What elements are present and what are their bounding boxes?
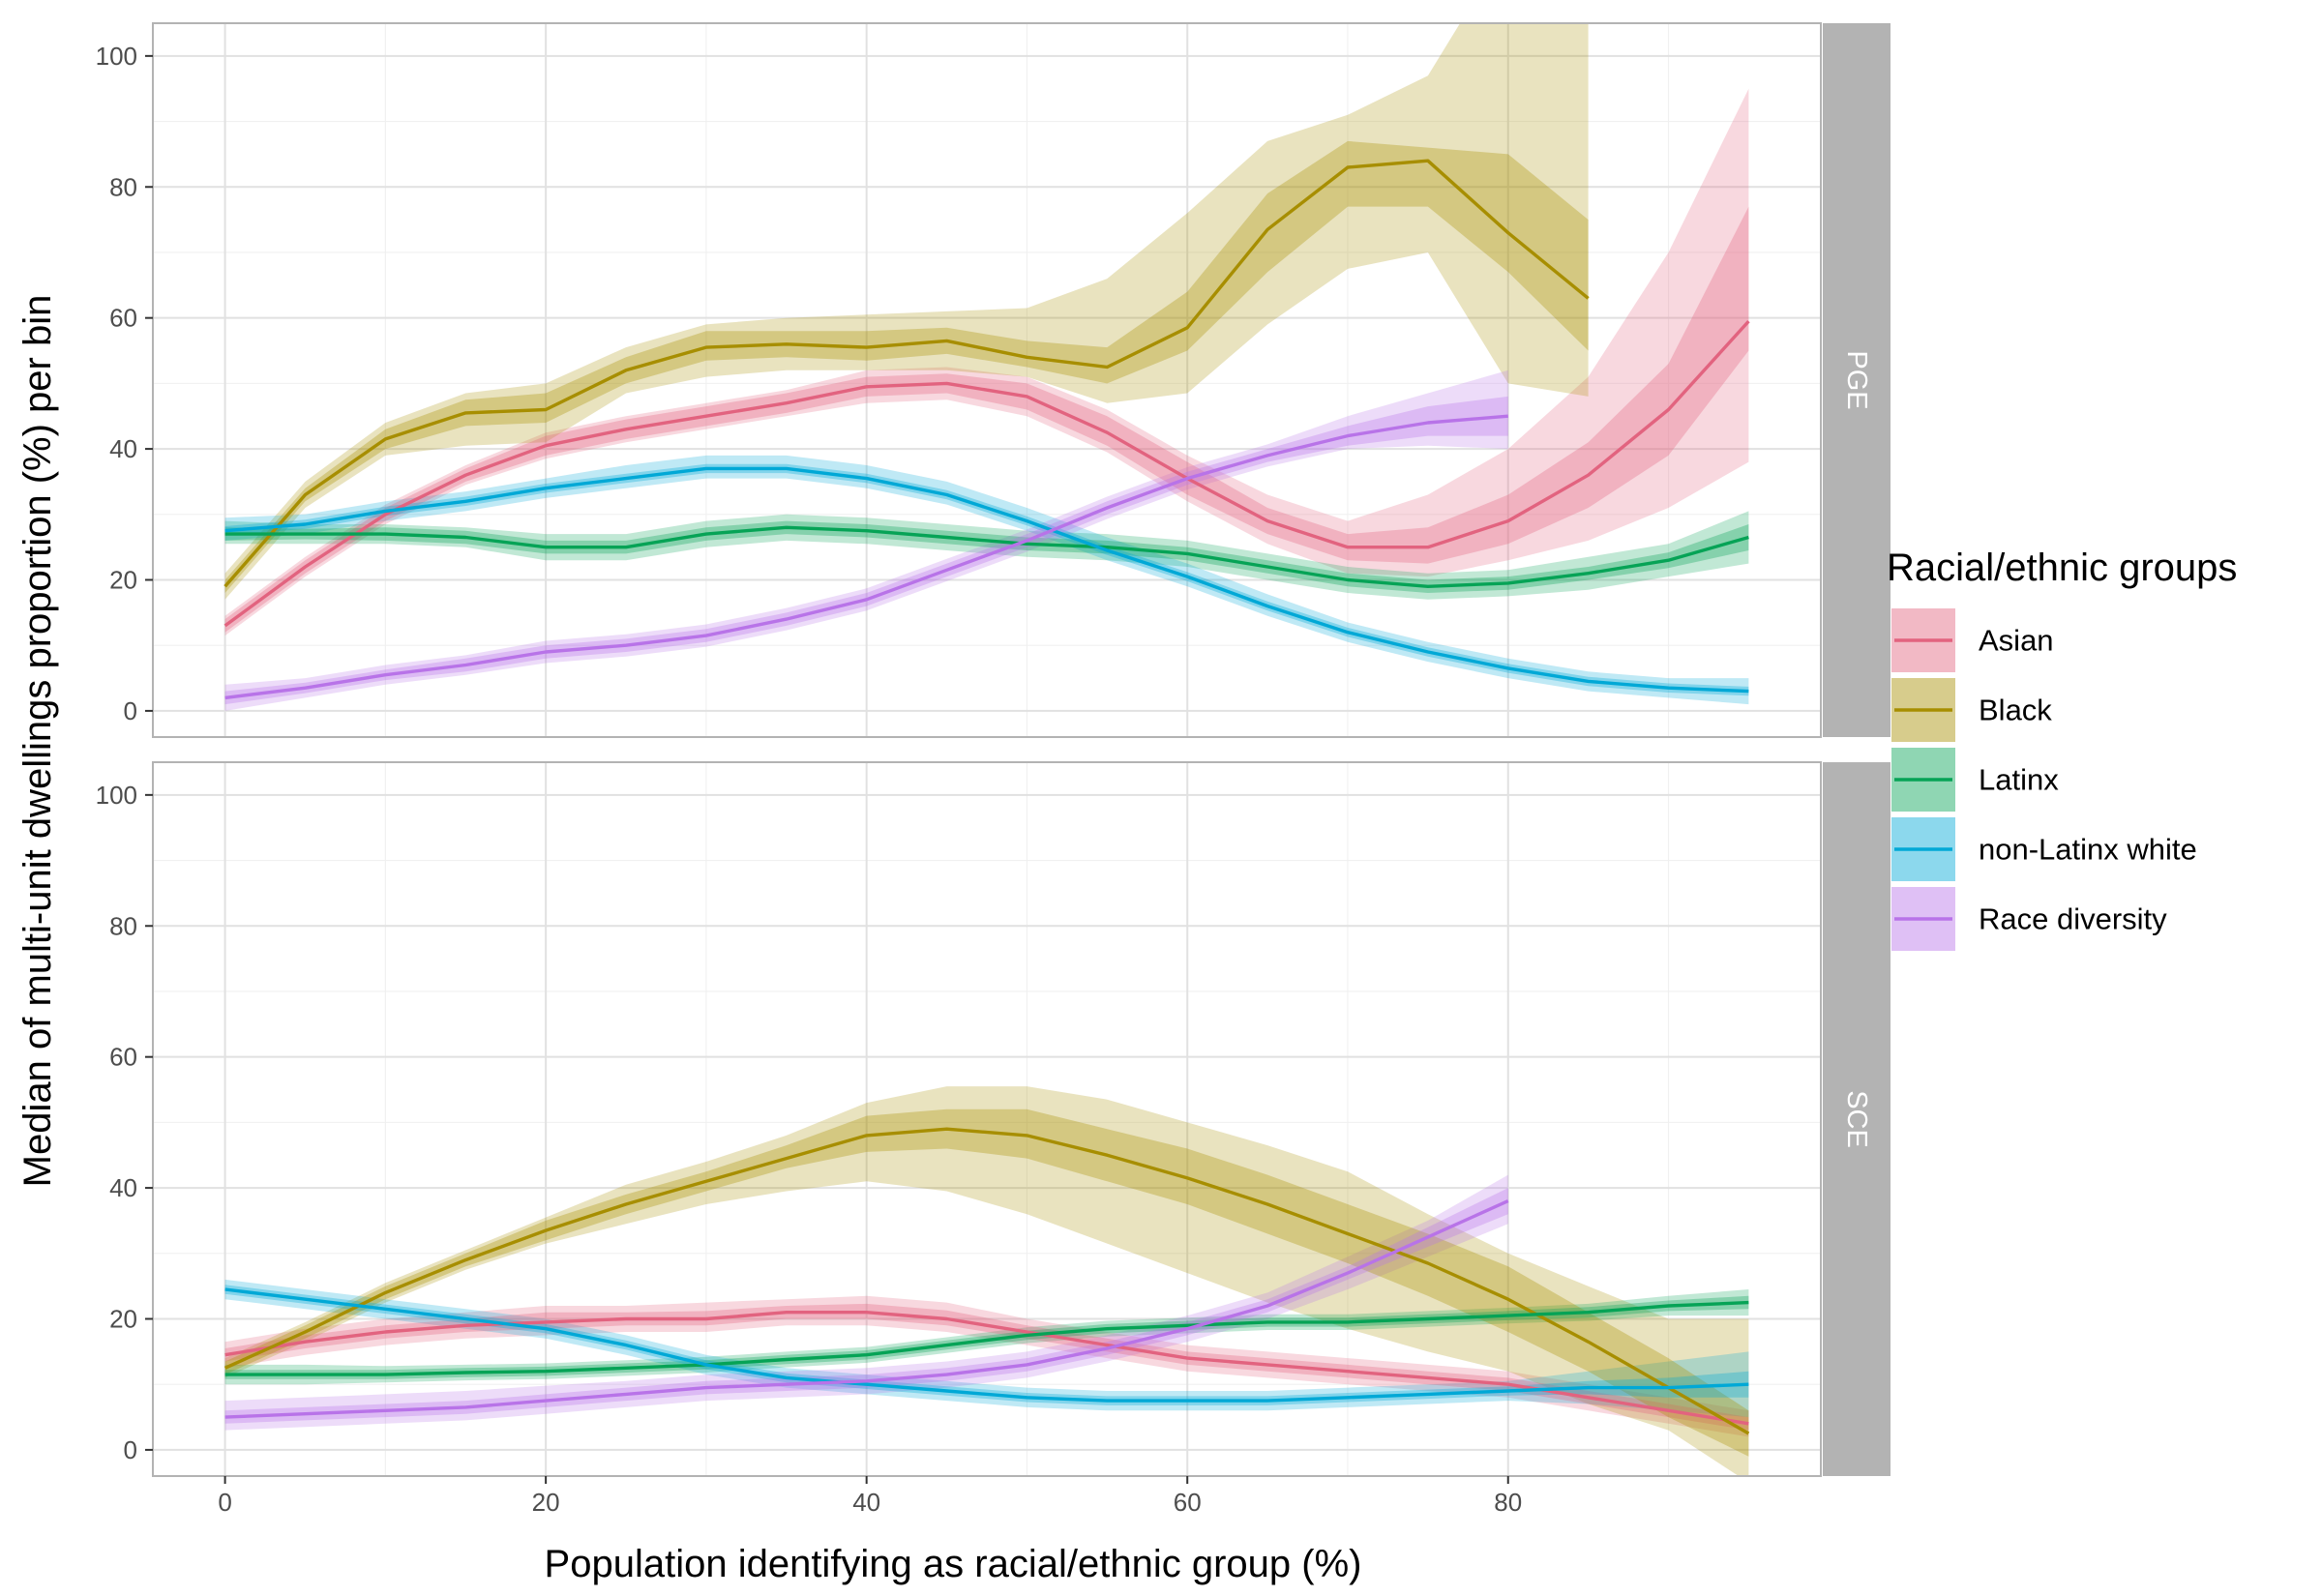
band-inner-latinx	[224, 520, 1749, 593]
legend-item-asian: Asian	[1891, 608, 2054, 672]
legend-label: Race diversity	[1979, 902, 2167, 936]
axes-layer: 0 20 40 60 80 100 0 20 40 60 80 100 0 20 40 60 80	[96, 42, 1523, 1517]
band-outer-non-latinx-white	[224, 455, 1749, 705]
panel-background	[153, 762, 1821, 1476]
y-tick-label: 80	[109, 172, 137, 201]
y-tick-label: 80	[109, 911, 137, 940]
x-tick-label: 40	[852, 1488, 880, 1517]
series-group	[223, 1086, 1750, 1476]
facet-strip-label: PGE	[1841, 350, 1872, 409]
band-outer-black	[224, 23, 1589, 600]
y-tick-label: 100	[96, 42, 137, 71]
band-outer-black	[224, 1086, 1749, 1476]
legend-label: Asian	[1979, 624, 2054, 658]
band-outer-latinx	[224, 1289, 1749, 1385]
band-inner-asian	[224, 1303, 1749, 1431]
line-black	[223, 159, 1590, 588]
legend: Racial/ethnic groups Asian Black Latinx non…	[1887, 547, 2237, 951]
band-outer-non-latinx-white	[224, 1279, 1749, 1418]
y-tick-label: 40	[109, 434, 137, 463]
line-non-latinx-white	[224, 1287, 1749, 1403]
gridlines	[153, 23, 1821, 737]
line-race-diversity	[224, 414, 1508, 700]
x-tick-label: 60	[1174, 1488, 1202, 1517]
gridlines	[153, 762, 1821, 1476]
x-axis-title: Population identifying as racial/ethnic …	[545, 1543, 1362, 1585]
line-latinx	[224, 525, 1749, 588]
line-asian	[223, 319, 1750, 628]
legend-label: Latinx	[1979, 763, 2059, 797]
facet-strip	[1823, 762, 1890, 1476]
x-tick-label: 0	[218, 1488, 231, 1517]
panel-background	[153, 23, 1821, 737]
legend-item-non-latinx-white: non-Latinx white	[1891, 817, 2197, 881]
band-outer-race-diversity	[224, 369, 1508, 711]
y-tick-label: 100	[96, 781, 137, 810]
x-tick-label: 80	[1494, 1488, 1522, 1517]
panel-border	[152, 761, 1822, 1477]
panels-layer: PGE SCE	[152, 22, 1890, 1477]
band-inner-black	[224, 1108, 1749, 1457]
band-inner-race-diversity	[224, 1188, 1508, 1424]
legend-label: non-Latinx white	[1979, 833, 2197, 867]
band-inner-non-latinx-white	[224, 1285, 1749, 1405]
y-tick-label: 0	[124, 696, 137, 725]
band-outer-race-diversity	[224, 1174, 1508, 1431]
y-axis-title: Median of multi-unit dwellings proportio…	[16, 295, 59, 1188]
y-tick-label: 0	[124, 1435, 137, 1464]
panel-sce: SCE	[152, 761, 1890, 1477]
legend-item-latinx: Latinx	[1891, 748, 2059, 812]
legend-title: Racial/ethnic groups	[1887, 547, 2237, 589]
panel-pge: PGE	[152, 22, 1890, 738]
band-inner-latinx	[224, 1295, 1749, 1379]
line-non-latinx-white	[224, 466, 1749, 694]
y-tick-label: 20	[109, 1305, 137, 1334]
band-inner-race-diversity	[224, 396, 1508, 705]
series-group	[223, 23, 1750, 711]
line-asian	[224, 1310, 1749, 1426]
facet-strip-label: SCE	[1841, 1090, 1872, 1148]
line-race-diversity	[224, 1199, 1509, 1419]
y-tick-label: 20	[109, 566, 137, 595]
facet-strip	[1823, 23, 1890, 737]
y-tick-label: 40	[109, 1173, 137, 1202]
band-outer-asian	[224, 1295, 1749, 1437]
y-tick-label: 60	[109, 1043, 137, 1072]
x-tick-label: 20	[532, 1488, 560, 1517]
line-black	[223, 1127, 1750, 1435]
legend-item-black: Black	[1891, 678, 2052, 742]
legend-item-race-diversity: Race diversity	[1891, 887, 2167, 951]
y-tick-label: 60	[109, 304, 137, 333]
band-outer-latinx	[224, 511, 1749, 600]
legend-label: Black	[1979, 694, 2052, 727]
line-latinx	[224, 1300, 1749, 1376]
panel-border	[152, 22, 1822, 738]
